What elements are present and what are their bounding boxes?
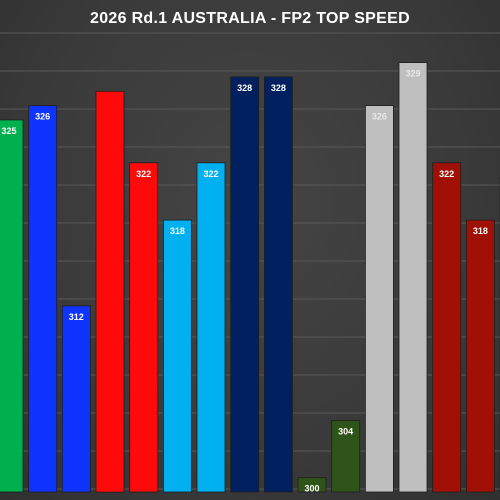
bar-group: 328 [263,76,293,493]
bar-value-label: 318 [170,226,185,236]
bar-value-label: 322 [439,169,454,179]
bar-group: 312 [61,305,91,493]
bar [230,76,260,493]
chart-title: 2026 Rd.1 AUSTRALIA - FP2 TOP SPEED [90,10,410,27]
bar-group [95,90,125,493]
bar-group: 326 [28,105,58,493]
bar-value-label: 322 [203,169,218,179]
bar-value-label: 326 [35,112,50,122]
bar-value-label: 322 [136,169,151,179]
bar-group: 318 [162,219,192,493]
bar-value-label: 325 [1,126,16,136]
bar-group: 329 [398,62,428,493]
bar-group: 322 [432,162,462,493]
bar-value-label: 304 [338,426,353,436]
bar-value-label: 326 [372,112,387,122]
bar [129,162,159,493]
bar [263,76,293,493]
bar-group: 300 [297,477,327,494]
bar [28,105,58,493]
bar-group: 326 [364,105,394,493]
bar-group: 322 [129,162,159,493]
bar-group: 328 [230,76,260,493]
bar-group: 318 [465,219,495,493]
bar [331,419,361,493]
bar-group: 304 [331,419,361,493]
bar-value-label: 328 [271,83,286,93]
bar [465,219,495,493]
bar-value-label: 312 [69,312,84,322]
bar [61,305,91,493]
bar [196,162,226,493]
bar-group: 325 [0,119,24,493]
bar [364,105,394,493]
bar-value-label: 329 [405,69,420,79]
bar-group: 322 [196,162,226,493]
bar [0,119,24,493]
bar [432,162,462,493]
bar [95,90,125,493]
bar [297,477,327,493]
bars: 325 326 312 322 318 322 328 328 300 304 326 329 322 3… [0,62,500,494]
bar-value-label: 300 [304,484,319,494]
bar [162,219,192,493]
bar [398,62,428,493]
bar-value-label: 318 [473,226,488,236]
bar-value-label: 328 [237,83,252,93]
